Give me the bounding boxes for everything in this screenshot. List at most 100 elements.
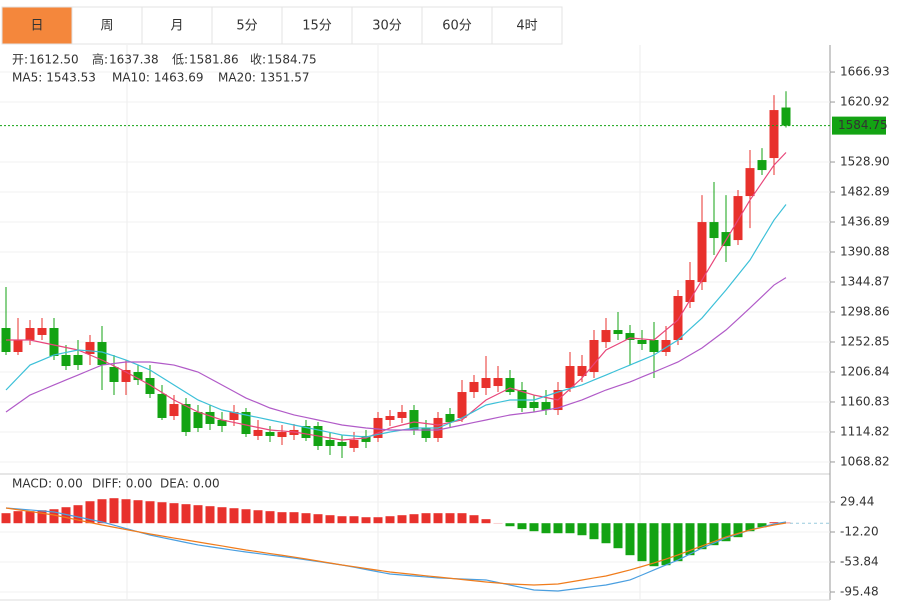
candle-body xyxy=(253,429,263,436)
tab[interactable] xyxy=(211,6,283,45)
macd-bar xyxy=(577,523,587,536)
macd-bar xyxy=(565,523,575,534)
tab[interactable] xyxy=(1,6,73,45)
macd-bar xyxy=(109,498,119,524)
tab-label[interactable]: 15分 xyxy=(302,19,332,34)
y-tick-label: 1528.90 xyxy=(840,155,890,169)
candle-body xyxy=(397,411,407,418)
candle-body xyxy=(757,160,767,171)
legend-name: 开: xyxy=(12,53,28,67)
y-tick-label: 1068.82 xyxy=(840,454,890,468)
legend-value: 1612.50 xyxy=(29,53,79,67)
candle-body xyxy=(361,435,371,442)
candle-body xyxy=(769,110,779,159)
macd-bar xyxy=(217,507,227,524)
tab-label[interactable]: 60分 xyxy=(442,19,472,34)
macd-bar xyxy=(613,523,623,549)
tab[interactable] xyxy=(491,6,563,45)
macd-bar xyxy=(673,523,683,562)
macd-bar xyxy=(541,523,551,534)
candle-body xyxy=(589,340,599,373)
y-tick-label: 1390.88 xyxy=(840,245,890,259)
tab-label[interactable]: 4时 xyxy=(516,19,537,34)
legend-value: 1584.75 xyxy=(267,53,317,67)
candle-body xyxy=(193,411,203,429)
legend-value: 0.00 xyxy=(56,477,83,491)
candle-body xyxy=(613,330,623,335)
legend-name: 高: xyxy=(92,52,108,67)
candle-body xyxy=(385,416,395,420)
candle-body xyxy=(661,340,671,352)
macd-bar xyxy=(313,514,323,524)
candle-body xyxy=(181,404,191,432)
macd-bar xyxy=(757,523,767,528)
y-tick-label: 1482.89 xyxy=(840,185,890,199)
tab[interactable] xyxy=(421,6,493,45)
macd-bar xyxy=(385,516,395,524)
macd-bar xyxy=(49,509,59,524)
y-tick-label: 29.44 xyxy=(840,494,874,508)
candle-body xyxy=(241,411,251,435)
macd-bar xyxy=(61,507,71,524)
line-series xyxy=(6,152,787,441)
candle-body xyxy=(169,404,179,417)
tab-label[interactable]: 月 xyxy=(170,19,183,34)
legend-name: DEA: xyxy=(160,477,189,491)
macd-bar xyxy=(193,505,203,524)
legend-name: 低: xyxy=(172,53,188,67)
macd-bar xyxy=(661,523,671,566)
legend-value: 1543.53 xyxy=(46,71,96,85)
tab-label[interactable]: 30分 xyxy=(372,19,402,34)
candle-body xyxy=(637,340,647,344)
macd-bar xyxy=(157,502,167,524)
last-price-label: 1584.75 xyxy=(838,118,888,132)
legend-value: 1351.57 xyxy=(260,71,310,85)
macd-bar xyxy=(349,516,359,524)
candle-body xyxy=(373,417,383,438)
candle-body xyxy=(229,411,239,420)
tab-label[interactable]: 日 xyxy=(30,19,43,34)
candle-body xyxy=(409,410,419,430)
y-tick-label: -53.84 xyxy=(840,554,879,568)
tab[interactable] xyxy=(281,6,353,45)
macd-bar xyxy=(301,513,311,524)
macd-bar xyxy=(253,510,263,524)
candle-body xyxy=(157,393,167,418)
macd-bar xyxy=(1,513,11,524)
y-tick-label: 1344.87 xyxy=(840,274,890,288)
legend-name: MA10: xyxy=(112,71,150,85)
macd-bar xyxy=(373,517,383,524)
macd-bar xyxy=(265,511,275,524)
tab-label[interactable]: 5分 xyxy=(236,19,257,34)
macd-bar xyxy=(37,510,47,524)
macd-bar xyxy=(649,523,659,567)
legend-value: 1581.86 xyxy=(189,53,239,67)
candle-body xyxy=(85,342,95,355)
macd-bar xyxy=(469,515,479,524)
macd-bar xyxy=(517,523,527,530)
line-series xyxy=(5,204,787,438)
macd-bar xyxy=(433,513,443,524)
candle-body xyxy=(649,340,659,352)
macd-bar xyxy=(25,511,35,524)
candle-body xyxy=(517,390,527,409)
candle-body xyxy=(61,354,71,367)
candle-body xyxy=(325,440,335,447)
candle-body xyxy=(349,440,359,448)
legend-value: 0.00 xyxy=(126,477,153,491)
candle-body xyxy=(277,431,287,438)
macd-bar xyxy=(85,501,95,524)
macd-bar xyxy=(445,513,455,524)
candle-body xyxy=(457,392,467,418)
macd-bar xyxy=(397,515,407,524)
macd-bar xyxy=(337,516,347,524)
candle-body xyxy=(577,366,587,376)
y-tick-label: 1298.86 xyxy=(840,304,890,318)
tab[interactable] xyxy=(351,6,423,45)
line-series xyxy=(5,507,787,586)
candle-body xyxy=(301,425,311,438)
tab-label[interactable]: 周 xyxy=(100,19,113,34)
candle-body xyxy=(133,372,143,381)
candle-body xyxy=(493,378,503,387)
